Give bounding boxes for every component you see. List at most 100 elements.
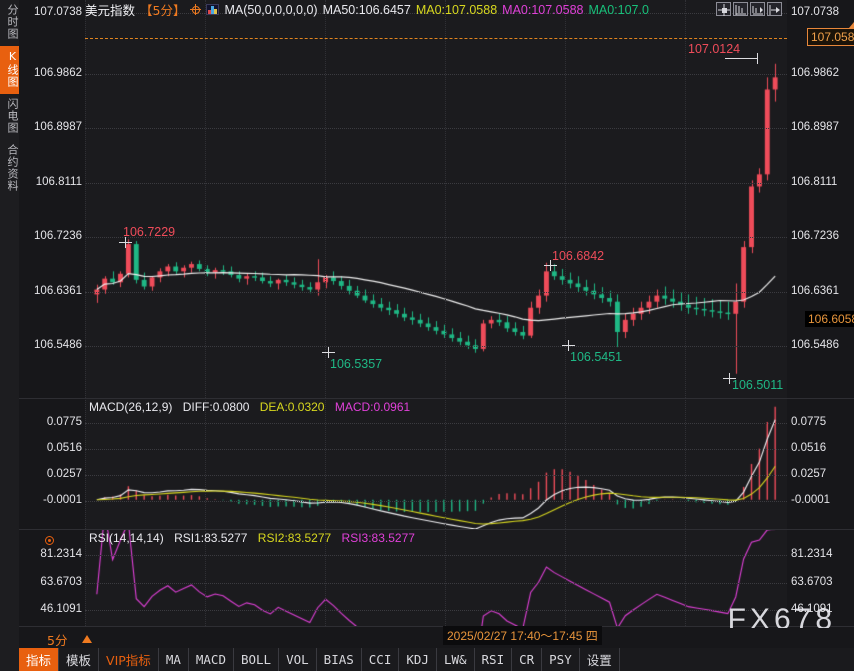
annotation-high-3: 106.6842 [552,249,605,263]
annotation-low-3: 106.5011 [732,378,784,392]
toolbar-item-lwr[interactable]: LW& [437,648,475,671]
gridline-vertical [445,0,446,398]
gridline [85,346,787,347]
sidebar-item-contract-info[interactable]: 合约资料 [6,144,19,192]
rsi-header-info: RSI(14,14,14) RSI1:83.5277 RSI2:83.5277 … [89,531,422,545]
axis-tick: -0.0001 [42,494,82,506]
crosshair-icon[interactable] [190,4,202,15]
macd-plot-area[interactable] [85,398,787,529]
gridline-vertical [205,529,206,626]
sidebar-item-kline[interactable]: K线图 [0,46,19,94]
chart-tool-buttons [716,2,782,16]
gridline-vertical [205,398,206,529]
ma0-magenta-value: MA0:107.0588 [502,2,584,17]
chart-body: 107.0738 106.9862 106.8987 106.8111 106.7236… [19,0,854,671]
gridline-vertical [445,398,446,529]
crosshair-tool-icon[interactable] [716,2,731,16]
rsi-panel-toggle-icon[interactable] [45,536,54,545]
rsi-plot-area[interactable] [85,529,787,626]
gridline-vertical [325,529,326,626]
toolbar-item-templates[interactable]: 模板 [59,648,100,671]
period-up-triangle-icon[interactable] [82,635,92,643]
toolbar-item-vip-indicators[interactable]: VIP指标 [99,648,159,671]
indicator-toolbar: 指标 模板 VIP指标 MA MACD BOLL VOL BIAS CCI KD… [19,648,854,671]
axis-tick: 106.9862 [791,67,839,79]
gridline [85,610,787,611]
gridline [85,501,787,502]
date-range-label: 2025/02/27 17:40～17:45 四 [443,626,602,645]
chart-header-info: 美元指数 【5分】 MA(50,0,0,0,0,0) MA50:106.6457… [85,1,649,19]
axis-tick: 106.7236 [791,230,839,242]
axis-tick: -0.0001 [791,494,831,506]
status-bar: 5分 [19,628,854,648]
toolbar-item-bias[interactable]: BIAS [317,648,362,671]
gridline-vertical [565,0,566,398]
ma-chart-icon[interactable] [206,4,220,15]
current-price-arrow-icon [849,22,854,28]
gridline-vertical [685,0,686,398]
toolbar-item-macd[interactable]: MACD [189,648,234,671]
toolbar-item-indicators[interactable]: 指标 [19,648,60,671]
toolbar-item-cr[interactable]: CR [512,648,543,671]
gridline-vertical [325,0,326,398]
ma50-value: MA50:106.6457 [322,2,411,17]
axis-tick: 106.9862 [34,67,82,79]
annotation-low-1: 106.5357 [330,357,383,371]
annotation-low-2: 106.5451 [570,350,623,364]
rsi2-value: RSI2:83.5277 [257,531,332,545]
macd-title: MACD(26,12,9) [89,400,173,414]
axis-tick: 63.6703 [791,576,833,588]
gridline-vertical [565,398,566,529]
toolbar-item-boll[interactable]: BOLL [234,648,280,671]
gridline [85,583,787,584]
gridline-vertical [205,0,206,398]
gridline [85,13,787,14]
macd-axis-left: 0.0775 0.0516 0.0257 -0.0001 [19,398,85,529]
gridline [85,237,787,238]
gridline-vertical [85,398,86,529]
axis-tick: 107.0738 [791,6,839,18]
toolbar-item-psy[interactable]: PSY [542,648,580,671]
gridline-vertical [685,398,686,529]
macd-dea-value: DEA:0.0320 [259,400,325,414]
rsi-title: RSI(14,14,14) [89,531,164,545]
fit-right-tool-icon[interactable] [767,2,782,16]
axis-tick: 81.2314 [40,548,82,560]
toolbar-item-rsi[interactable]: RSI [475,648,513,671]
price-plot-area[interactable] [85,0,787,398]
ma0-green-value: MA0:107.0 [588,2,649,17]
ma0-yellow-value: MA0:107.0588 [415,2,498,17]
price-axis-left: 107.0738 106.9862 106.8987 106.8111 106.7236… [19,0,85,398]
panel-separator-2 [19,529,854,530]
annotation-tick-2 [125,237,126,248]
price-axis-right: 107.0738 106.9862 106.8987 106.8111 106.7236… [787,0,854,398]
toolbar-spacer [620,648,854,671]
annotation-marker-1 [725,58,758,59]
axis-tick: 106.8111 [791,176,838,188]
sidebar-item-lightning[interactable]: 闪电图 [6,98,19,134]
gridline [85,183,787,184]
annotation-tick-4 [328,347,329,358]
gridline-vertical [85,529,86,626]
toolbar-item-kdj[interactable]: KDJ [399,648,437,671]
left-sidebar: 分时图 K线图 闪电图 合约资料 [0,0,19,671]
align-right-tool-icon[interactable] [750,2,765,16]
gridline [85,449,787,450]
toolbar-item-ma[interactable]: MA [159,648,189,671]
annotation-tick-6 [729,373,730,384]
toolbar-item-settings[interactable]: 设置 [580,648,620,671]
annotation-tick-5 [568,340,569,351]
axis-tick: 106.5486 [34,339,82,351]
gridline-vertical [445,529,446,626]
axis-tick: 46.1091 [791,603,833,615]
axis-tick: 0.0257 [46,468,82,480]
rsi3-value: RSI3:83.5277 [341,531,415,545]
toolbar-item-vol[interactable]: VOL [279,648,317,671]
align-left-tool-icon[interactable] [733,2,748,16]
toolbar-item-cci[interactable]: CCI [362,648,400,671]
gridline-vertical [85,0,86,398]
axis-tick: 0.0516 [791,442,827,454]
gridline [85,74,787,75]
axis-tick: 106.5486 [791,339,839,351]
sidebar-item-timechart[interactable]: 分时图 [6,4,19,40]
